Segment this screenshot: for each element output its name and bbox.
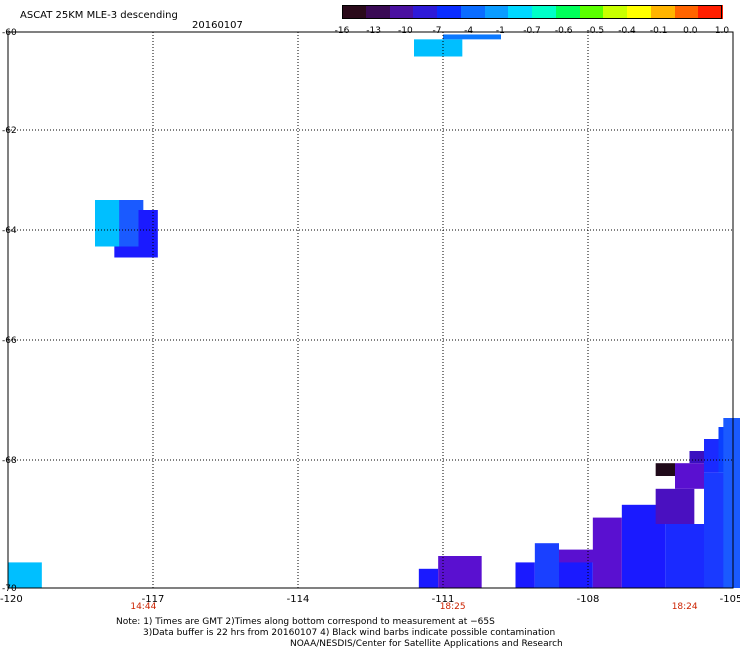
longitude-tick-label: -108: [577, 594, 600, 605]
overpass-time-label: 18:24: [672, 602, 698, 612]
wind-data-cell: [704, 439, 719, 473]
latitude-tick-label: -60: [2, 28, 17, 38]
wind-data-cell: [443, 34, 501, 40]
overpass-time-label: 18:25: [440, 602, 466, 612]
colorbar-swatch: [365, 5, 390, 19]
colorbar-swatch: [674, 5, 699, 19]
colorbar-tick-label: -16: [334, 26, 350, 36]
colorbar-swatch: [389, 5, 414, 19]
colorbar-tick-label: -13: [366, 26, 382, 36]
latitude-tick-label: -70: [2, 584, 17, 594]
wind-data-cell: [418, 568, 439, 588]
map-date: 20160107: [192, 20, 243, 31]
wind-data-cell: [414, 39, 463, 57]
latitude-tick-label: -64: [2, 226, 17, 236]
wind-data-cell: [592, 517, 622, 588]
colorbar-swatch: [437, 5, 462, 19]
wind-data-cell: [559, 549, 598, 563]
overpass-time-label: 14:44: [130, 602, 156, 612]
latitude-tick-label: -66: [2, 336, 17, 346]
colorbar-swatch: [603, 5, 628, 19]
footnote-line-3: NOAA/NESDIS/Center for Satellite Applica…: [290, 639, 563, 649]
colorbar-tick-label: -1: [495, 26, 505, 36]
colorbar-tick-label: -4: [464, 26, 474, 36]
map-title: ASCAT 25KM MLE-3 descending: [20, 10, 178, 21]
latitude-tick-label: -68: [2, 456, 17, 466]
wind-data-cell: [114, 246, 139, 258]
colorbar-swatch: [579, 5, 604, 19]
colorbar-tick-label: -0.1: [649, 26, 668, 36]
colorbar-swatch: [342, 5, 367, 19]
wind-data-cell: [515, 562, 535, 588]
footnote-line-1: Note: 1) Times are GMT 2)Times along bot…: [116, 617, 495, 627]
colorbar-swatch: [413, 5, 438, 19]
wind-data-cell: [534, 543, 559, 588]
colorbar-tick-label: -10: [397, 26, 413, 36]
colorbar-swatch: [627, 5, 652, 19]
wind-data-cell: [655, 488, 695, 524]
wind-data-cell: [723, 418, 740, 588]
map-frame: [7, 31, 734, 589]
colorbar-swatch: [460, 5, 485, 19]
colorbar-tick-label: -0.4: [618, 26, 636, 36]
colorbar-frame: [342, 5, 722, 19]
colorbar-swatch: [484, 5, 509, 19]
colorbar-swatch: [555, 5, 580, 19]
longitude-tick-label: -111: [432, 594, 455, 605]
colorbar-swatch: [532, 5, 557, 19]
colorbar-tick-label: 0.0: [683, 26, 698, 36]
latitude-tick-label: -62: [2, 126, 17, 136]
wind-data-cell: [438, 556, 482, 588]
longitude-tick-label: -114: [287, 594, 310, 605]
wind-data-cell: [689, 451, 704, 464]
colorbar-tick-label: -0.6: [554, 26, 573, 36]
colorbar-swatch: [508, 5, 533, 19]
wind-data-cell: [8, 562, 42, 588]
longitude-tick-label: -117: [142, 594, 165, 605]
colorbar-tick-label: -0.7: [523, 26, 541, 36]
colorbar-tick-label: -7: [432, 26, 442, 36]
wind-data-cell: [665, 524, 704, 588]
colorbar-swatch: [650, 5, 675, 19]
colorbar-tick-label: -0.5: [586, 26, 605, 36]
colorbar-tick-label: 1.0: [714, 26, 730, 36]
footnote-line-2: 3)Data buffer is 22 hrs from 20160107 4)…: [143, 628, 556, 638]
colorbar-swatch: [698, 5, 723, 19]
wind-data-cell: [655, 463, 675, 476]
longitude-tick-label: -105: [720, 594, 740, 605]
longitude-tick-label: -120: [0, 594, 23, 605]
wind-data-cell: [138, 210, 158, 258]
wind-data-cell: [675, 463, 704, 489]
